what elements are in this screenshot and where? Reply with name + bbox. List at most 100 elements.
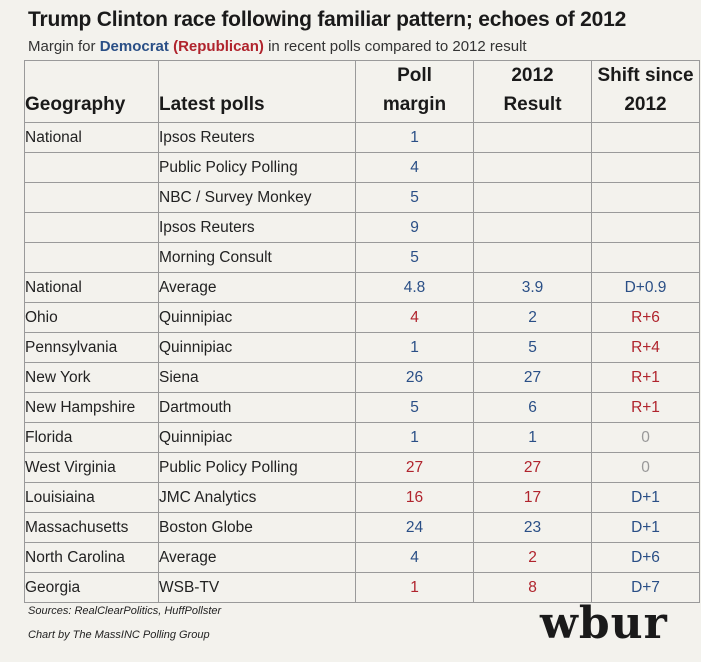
- cell-shift: D+7: [591, 572, 700, 603]
- cell-poll-margin: 1: [355, 422, 474, 453]
- cell-shift: R+1: [591, 392, 700, 423]
- cell-geography: New Hampshire: [24, 392, 159, 423]
- cell-latest-poll: Siena: [158, 362, 356, 393]
- cell-geography: Ohio: [24, 302, 159, 333]
- cell-shift: R+6: [591, 302, 700, 333]
- cell-latest-poll: Quinnipiac: [158, 302, 356, 333]
- table-row: Ipsos Reuters 9: [24, 212, 700, 243]
- cell-geography: New York: [24, 362, 159, 393]
- cell-poll-margin: 9: [355, 212, 474, 243]
- cell-geography: National: [24, 122, 159, 153]
- cell-geography: [24, 242, 159, 273]
- table-header-row: Geography Latest polls Poll margin 2012 Re…: [24, 60, 700, 123]
- table-row: New Hampshire Dartmouth 5 6 R+1: [24, 392, 700, 423]
- cell-2012-result: 6: [473, 392, 592, 423]
- cell-latest-poll: WSB-TV: [158, 572, 356, 603]
- cell-latest-poll: Public Policy Polling: [158, 452, 356, 483]
- cell-latest-poll: Ipsos Reuters: [158, 212, 356, 243]
- cell-latest-poll: Average: [158, 272, 356, 303]
- cell-shift: D+1: [591, 482, 700, 513]
- cell-shift: R+1: [591, 362, 700, 393]
- table-row: North Carolina Average 4 2 D+6: [24, 542, 700, 573]
- cell-latest-poll: Morning Consult: [158, 242, 356, 273]
- table-row: New York Siena 26 27 R+1: [24, 362, 700, 393]
- cell-poll-margin: 16: [355, 482, 474, 513]
- cell-poll-margin: 4: [355, 152, 474, 183]
- subtitle-republican: (Republican): [173, 38, 264, 55]
- header-2012-result-line1: 2012: [511, 65, 554, 86]
- cell-poll-margin: 1: [355, 122, 474, 153]
- table-row: Louisiaina JMC Analytics 16 17 D+1: [24, 482, 700, 513]
- cell-shift: [591, 242, 700, 273]
- cell-latest-poll: Quinnipiac: [158, 422, 356, 453]
- table-row: NBC / Survey Monkey 5: [24, 182, 700, 213]
- cell-2012-result: 5: [473, 332, 592, 363]
- cell-shift: D+0.9: [591, 272, 700, 303]
- cell-2012-result: [473, 152, 592, 183]
- cell-2012-result: 17: [473, 482, 592, 513]
- cell-geography: [24, 212, 159, 243]
- subtitle-suffix: in recent polls compared to 2012 result: [263, 38, 527, 55]
- cell-2012-result: 27: [473, 452, 592, 483]
- cell-shift: [591, 122, 700, 153]
- cell-latest-poll: Public Policy Polling: [158, 152, 356, 183]
- cell-poll-margin: 26: [355, 362, 474, 393]
- cell-poll-margin: 4: [355, 302, 474, 333]
- cell-latest-poll: Dartmouth: [158, 392, 356, 423]
- cell-2012-result: [473, 212, 592, 243]
- cell-geography: North Carolina: [24, 542, 159, 573]
- cell-geography: [24, 182, 159, 213]
- cell-geography: Massachusetts: [24, 512, 159, 543]
- cell-latest-poll: Quinnipiac: [158, 332, 356, 363]
- chart-title: Trump Clinton race following familiar pa…: [28, 8, 627, 31]
- table-row: Georgia WSB-TV 1 8 D+7: [24, 572, 700, 603]
- header-shift-line1: Shift since: [597, 65, 694, 86]
- table-row: National Ipsos Reuters 1: [24, 122, 700, 153]
- cell-geography: [24, 152, 159, 183]
- cell-latest-poll: JMC Analytics: [158, 482, 356, 513]
- cell-2012-result: 3.9: [473, 272, 592, 303]
- cell-geography: Georgia: [24, 572, 159, 603]
- header-2012-result: 2012 Result: [473, 60, 592, 123]
- cell-geography: West Virginia: [24, 452, 159, 483]
- header-shift-line2: 2012: [624, 94, 667, 115]
- cell-2012-result: 23: [473, 512, 592, 543]
- cell-geography: National: [24, 272, 159, 303]
- header-poll-margin-line1: Poll: [397, 65, 432, 86]
- cell-2012-result: 27: [473, 362, 592, 393]
- header-latest-polls: Latest polls: [158, 60, 356, 123]
- cell-shift: R+4: [591, 332, 700, 363]
- header-poll-margin-line2: margin: [382, 94, 447, 115]
- cell-2012-result: 1: [473, 422, 592, 453]
- cell-latest-poll: NBC / Survey Monkey: [158, 182, 356, 213]
- cell-poll-margin: 5: [355, 182, 474, 213]
- table-row: Public Policy Polling 4: [24, 152, 700, 183]
- cell-poll-margin: 1: [355, 332, 474, 363]
- cell-geography: Pennsylvania: [24, 332, 159, 363]
- cell-latest-poll: Boston Globe: [158, 512, 356, 543]
- cell-2012-result: [473, 122, 592, 153]
- chart-subtitle: Margin for Democrat (Republican) in rece…: [28, 38, 527, 55]
- table-row: Massachusetts Boston Globe 24 23 D+1: [24, 512, 700, 543]
- table-row: Florida Quinnipiac 1 1 0: [24, 422, 700, 453]
- header-poll-margin: Poll margin: [355, 60, 474, 123]
- header-2012-result-line2: Result: [503, 94, 562, 115]
- poll-table: Geography Latest polls Poll margin 2012 Re…: [24, 60, 700, 603]
- cell-geography: Louisiaina: [24, 482, 159, 513]
- table-row: West Virginia Public Policy Polling 27 27 0: [24, 452, 700, 483]
- table-row: Morning Consult 5: [24, 242, 700, 273]
- table-row: Pennsylvania Quinnipiac 1 5 R+4: [24, 332, 700, 363]
- cell-shift: D+6: [591, 542, 700, 573]
- cell-2012-result: [473, 242, 592, 273]
- cell-2012-result: 2: [473, 302, 592, 333]
- cell-poll-margin: 5: [355, 242, 474, 273]
- sources-note: Sources: RealClearPolitics, HuffPollster: [28, 605, 222, 617]
- cell-2012-result: 2: [473, 542, 592, 573]
- cell-poll-margin: 1: [355, 572, 474, 603]
- cell-poll-margin: 24: [355, 512, 474, 543]
- cell-shift: [591, 152, 700, 183]
- cell-latest-poll: Average: [158, 542, 356, 573]
- cell-shift: [591, 212, 700, 243]
- cell-shift: 0: [591, 422, 700, 453]
- cell-latest-poll: Ipsos Reuters: [158, 122, 356, 153]
